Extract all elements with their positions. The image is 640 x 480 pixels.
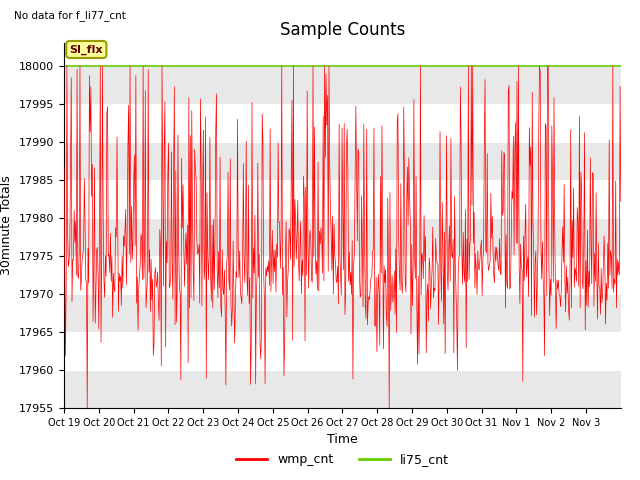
Bar [64, 66, 621, 104]
Bar [64, 332, 621, 370]
X-axis label: Time: Time [327, 433, 358, 446]
Title: Sample Counts: Sample Counts [280, 21, 405, 39]
Y-axis label: 30minute Totals: 30minute Totals [1, 176, 13, 276]
Text: No data for f_li77_cnt: No data for f_li77_cnt [14, 10, 126, 21]
Bar [64, 180, 621, 218]
Bar [64, 294, 621, 332]
Text: SI_flx: SI_flx [70, 44, 103, 55]
Bar [64, 370, 621, 408]
Bar [64, 104, 621, 142]
Bar [64, 142, 621, 180]
Legend: wmp_cnt, li75_cnt: wmp_cnt, li75_cnt [231, 448, 454, 471]
Bar [64, 256, 621, 294]
Bar [64, 218, 621, 256]
